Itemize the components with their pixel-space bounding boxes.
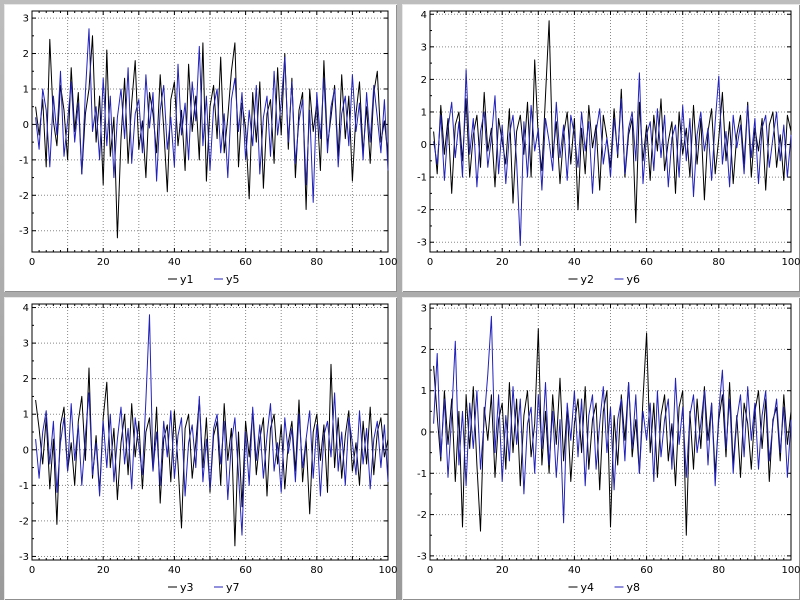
svg-text:100: 100: [781, 257, 800, 268]
svg-text:60: 60: [640, 257, 653, 268]
svg-text:y4: y4: [581, 581, 595, 594]
svg-text:-3: -3: [19, 552, 29, 563]
subplot-y3-y7: -3 -2 -1 0 1 2 3 4 0 20 40 60 80 100 y3 y7: [4, 297, 397, 600]
svg-text:80: 80: [712, 565, 725, 576]
svg-text:3: 3: [421, 42, 427, 53]
svg-text:80: 80: [310, 257, 323, 268]
svg-text:-3: -3: [19, 226, 29, 237]
svg-text:100: 100: [378, 257, 397, 268]
svg-text:60: 60: [239, 565, 252, 576]
svg-text:-2: -2: [417, 510, 427, 521]
svg-text:80: 80: [310, 565, 323, 576]
svg-text:0: 0: [427, 257, 433, 268]
svg-text:y6: y6: [627, 273, 641, 286]
svg-text:0: 0: [421, 428, 427, 439]
svg-text:3: 3: [421, 304, 427, 315]
svg-text:1: 1: [421, 107, 427, 118]
svg-text:-2: -2: [19, 516, 29, 527]
svg-text:40: 40: [568, 257, 581, 268]
svg-text:2: 2: [23, 49, 29, 60]
svg-text:100: 100: [781, 565, 800, 576]
svg-text:0: 0: [29, 565, 35, 576]
svg-text:y3: y3: [180, 581, 194, 594]
svg-text:-1: -1: [19, 481, 29, 492]
svg-text:y8: y8: [627, 581, 641, 594]
svg-text:1: 1: [421, 386, 427, 397]
svg-text:40: 40: [168, 565, 181, 576]
svg-text:4: 4: [421, 10, 427, 21]
svg-text:-1: -1: [19, 155, 29, 166]
chart-canvas-y4-y8: -3 -2 -1 0 1 2 3 0 20 40 60 80 100 y4 y8: [417, 303, 800, 594]
svg-text:y5: y5: [226, 273, 240, 286]
svg-text:y1: y1: [180, 273, 194, 286]
svg-text:-2: -2: [417, 205, 427, 216]
svg-text:100: 100: [378, 565, 397, 576]
svg-text:0: 0: [427, 565, 433, 576]
svg-text:40: 40: [168, 257, 181, 268]
svg-text:2: 2: [23, 374, 29, 385]
svg-text:y7: y7: [226, 581, 240, 594]
svg-text:-2: -2: [19, 191, 29, 202]
svg-text:4: 4: [23, 303, 29, 314]
svg-text:80: 80: [712, 257, 725, 268]
svg-text:-1: -1: [417, 469, 427, 480]
subplot-y2-y6: -3 -2 -1 0 1 2 3 4 0 20 40 60 80 100 y2 y6: [402, 4, 800, 292]
svg-text:0: 0: [421, 140, 427, 151]
svg-text:3: 3: [23, 339, 29, 350]
svg-text:20: 20: [496, 565, 509, 576]
svg-text:-1: -1: [417, 173, 427, 184]
svg-text:2: 2: [421, 345, 427, 356]
svg-text:0: 0: [23, 445, 29, 456]
svg-text:3: 3: [23, 14, 29, 25]
svg-text:20: 20: [496, 257, 509, 268]
svg-text:40: 40: [568, 565, 581, 576]
svg-text:60: 60: [640, 565, 653, 576]
subplot-y1-y5: -3 -2 -1 0 1 2 3 0 20 40 60 80 100 y1 y5: [4, 4, 397, 292]
subplot-y4-y8: -3 -2 -1 0 1 2 3 0 20 40 60 80 100 y4 y8: [402, 297, 800, 600]
svg-text:-3: -3: [417, 551, 427, 562]
svg-text:20: 20: [97, 565, 110, 576]
svg-text:-3: -3: [417, 238, 427, 249]
svg-text:60: 60: [239, 257, 252, 268]
svg-text:1: 1: [23, 410, 29, 421]
chart-canvas-y1-y5: -3 -2 -1 0 1 2 3 0 20 40 60 80 100 y1 y5: [19, 10, 397, 286]
svg-text:20: 20: [97, 257, 110, 268]
svg-text:2: 2: [421, 75, 427, 86]
svg-text:0: 0: [29, 257, 35, 268]
svg-text:1: 1: [23, 84, 29, 95]
svg-text:y2: y2: [581, 273, 595, 286]
svg-text:0: 0: [23, 120, 29, 131]
